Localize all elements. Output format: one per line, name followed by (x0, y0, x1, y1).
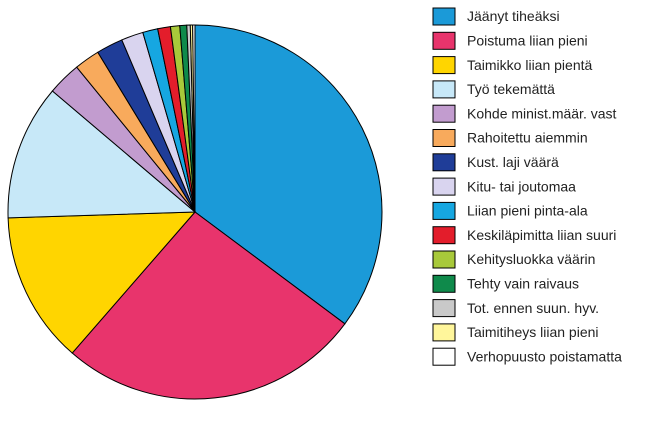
legend-label: Kitu- tai joutomaa (467, 178, 576, 194)
legend-swatch (432, 299, 456, 318)
legend-swatch (432, 56, 456, 75)
legend-swatch (432, 274, 456, 293)
legend-label: Kehitysluokka väärin (467, 251, 595, 267)
legend-label: Tot. ennen suun. hyv. (467, 300, 599, 316)
pie-slice (7, 211, 197, 354)
legend-label: Kust. laji väärä (467, 154, 559, 170)
legend-swatch (432, 250, 456, 269)
legend-label: Rahoitettu aiemmin (467, 130, 588, 146)
pie-slice (7, 90, 197, 219)
legend-label: Kohde minist.määr. vast (467, 105, 617, 121)
pie-slice (192, 24, 196, 213)
pie-slice (194, 24, 383, 325)
legend-swatch (432, 31, 456, 50)
legend-swatch (432, 201, 456, 220)
legend-swatch (432, 347, 456, 366)
legend-label: Jäänyt tiheäksi (467, 8, 560, 24)
legend-swatch (432, 129, 456, 147)
legend-swatch (432, 80, 456, 99)
legend-swatch (432, 104, 456, 123)
legend-label: Taimikko liian pientä (467, 57, 592, 73)
legend-swatch (432, 177, 456, 196)
legend-swatch (432, 226, 456, 245)
legend-swatch (432, 323, 456, 342)
legend-label: Tehty vain raivaus (467, 276, 579, 292)
legend-label: Työ tekemättä (467, 81, 555, 97)
legend-label: Poistuma liian pieni (467, 33, 588, 49)
legend-swatch (432, 153, 456, 172)
legend-swatch (432, 7, 456, 26)
legend-label: Verhopuusto poistamatta (467, 348, 622, 364)
legend-label: Taimitiheys liian pieni (467, 324, 599, 340)
legend-label: Keskiläpimitta liian suuri (467, 227, 616, 243)
pie-slice (71, 211, 346, 400)
legend-label: Liian pieni pinta-ala (467, 203, 588, 219)
